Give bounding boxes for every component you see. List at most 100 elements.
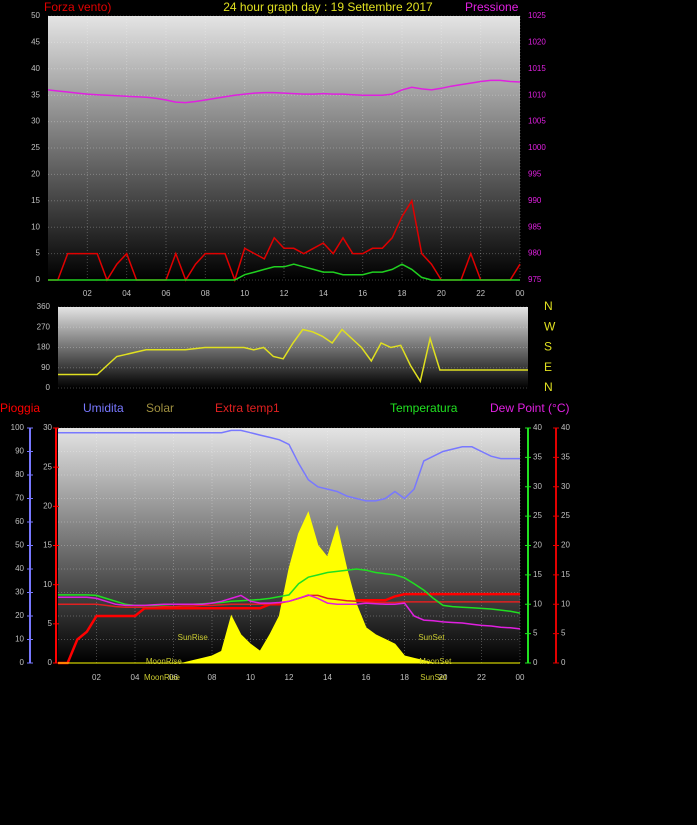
y2-tick-label: 0	[533, 658, 538, 667]
y2-tick-label: 15	[533, 570, 542, 579]
x-tick-label: 18	[400, 673, 409, 682]
y-tick-label: 360	[37, 302, 51, 311]
y4-tick-label: 15	[561, 570, 570, 579]
y-tick-label: 20	[31, 170, 40, 179]
annotation: MoonSet	[419, 657, 452, 666]
y3-tick-label: 15	[43, 541, 52, 550]
annotation: MoonRise	[146, 657, 183, 666]
y2-tick-label: 985	[528, 222, 542, 231]
y-tick-label: 0	[20, 658, 25, 667]
y-tick-label: 30	[31, 117, 40, 126]
annotation: MoonRise	[144, 673, 181, 682]
y2-tick-label: 1000	[528, 143, 546, 152]
legend-entry: Umidita	[83, 401, 124, 415]
x-tick-label: 10	[240, 289, 249, 298]
y-tick-label: 0	[36, 275, 41, 284]
x-tick-label: 08	[201, 289, 210, 298]
y2-axis-label: Pressione	[465, 0, 519, 14]
x-tick-label: 20	[437, 289, 446, 298]
y2-tick-label: 10	[533, 599, 542, 608]
y-tick-label: 50	[31, 11, 40, 20]
y-tick-label: 35	[31, 90, 40, 99]
y-tick-label: 30	[15, 588, 24, 597]
y-tick-label: 90	[41, 363, 50, 372]
x-tick-label: 06	[162, 289, 171, 298]
compass-label: N	[544, 299, 553, 313]
y4-tick-label: 5	[561, 629, 566, 638]
y2-tick-label: 1015	[528, 64, 546, 73]
x-tick-label: 04	[131, 673, 140, 682]
x-tick-label: 00	[516, 289, 525, 298]
y-tick-label: 10	[31, 222, 40, 231]
x-tick-label: 16	[362, 673, 371, 682]
y2-tick-label: 1025	[528, 11, 546, 20]
y-tick-label: 60	[15, 517, 24, 526]
y-tick-label: 25	[31, 143, 40, 152]
y3-tick-label: 10	[43, 580, 52, 589]
y2-tick-label: 5	[533, 629, 538, 638]
x-tick-label: 10	[246, 673, 255, 682]
y-tick-label: 40	[31, 64, 40, 73]
y2-tick-label: 35	[533, 452, 542, 461]
y-tick-label: 80	[15, 470, 24, 479]
x-tick-label: 08	[208, 673, 217, 682]
x-tick-label: 14	[319, 289, 328, 298]
y2-tick-label: 40	[533, 423, 542, 432]
x-tick-label: 12	[280, 289, 289, 298]
x-tick-label: 18	[398, 289, 407, 298]
legend-entry: Temperatura	[390, 401, 458, 415]
x-tick-label: 12	[285, 673, 294, 682]
y2-tick-label: 20	[533, 541, 542, 550]
plot-area	[48, 16, 520, 280]
y4-tick-label: 40	[561, 423, 570, 432]
y4-tick-label: 20	[561, 541, 570, 550]
legend-entry: Extra temp1	[215, 401, 280, 415]
y3-tick-label: 20	[43, 501, 52, 510]
x-tick-label: 22	[476, 289, 485, 298]
line	[47, 79, 521, 104]
plot-area	[58, 307, 528, 388]
y-tick-label: 10	[15, 635, 24, 644]
y-tick-label: 5	[36, 249, 41, 258]
y3-tick-label: 0	[48, 658, 53, 667]
y-tick-label: 50	[15, 541, 24, 550]
chart-title: 24 hour graph day : 19 Settembre 2017	[223, 0, 433, 14]
y-axis-label: Forza vento)	[44, 0, 111, 14]
x-tick-label: 20	[439, 673, 448, 682]
y2-tick-label: 975	[528, 275, 542, 284]
y-tick-label: 15	[31, 196, 40, 205]
legend-entry: Dew Point (°C)	[490, 401, 569, 415]
y2-tick-label: 30	[533, 482, 542, 491]
x-tick-label: 14	[323, 673, 332, 682]
line	[58, 594, 521, 630]
y-tick-label: 20	[15, 611, 24, 620]
compass-label: E	[544, 360, 552, 374]
y-tick-label: 180	[37, 343, 51, 352]
x-tick-label: 06	[169, 673, 178, 682]
y3-tick-label: 5	[48, 619, 53, 628]
y-tick-label: 45	[31, 38, 40, 47]
annotation: SunSet	[418, 633, 445, 642]
y2-tick-label: 1005	[528, 117, 546, 126]
compass-label: W	[544, 319, 556, 333]
y3-tick-label: 30	[43, 423, 52, 432]
compass-label: S	[544, 340, 552, 354]
x-tick-label: 22	[477, 673, 486, 682]
line	[58, 328, 528, 384]
x-tick-label: 02	[83, 289, 92, 298]
y2-tick-label: 25	[533, 511, 542, 520]
annotation: SunRise	[178, 633, 209, 642]
y2-tick-label: 995	[528, 170, 542, 179]
legend-entry: Pioggia	[0, 401, 40, 415]
y4-tick-label: 25	[561, 511, 570, 520]
y2-tick-label: 980	[528, 249, 542, 258]
x-tick-label: 02	[92, 673, 101, 682]
x-tick-label: 04	[122, 289, 131, 298]
y4-tick-label: 35	[561, 452, 570, 461]
x-tick-label: 16	[358, 289, 367, 298]
line	[48, 263, 520, 281]
y-tick-label: 70	[15, 494, 24, 503]
y2-tick-label: 1020	[528, 38, 546, 47]
y-tick-label: 100	[11, 423, 25, 432]
